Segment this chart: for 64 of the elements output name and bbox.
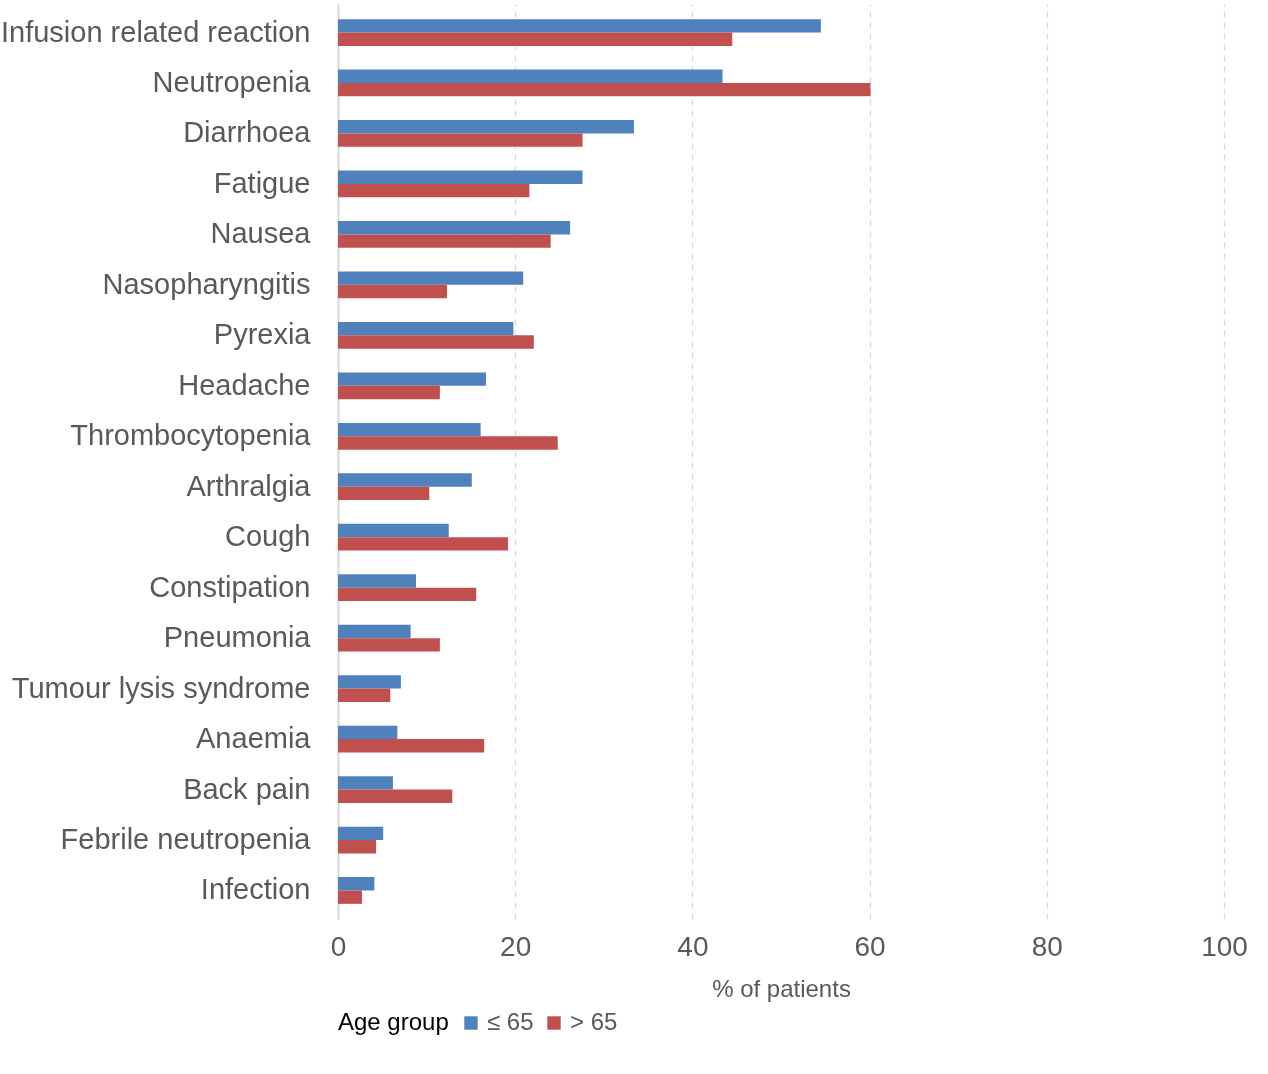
- bar: [338, 638, 440, 652]
- bar: [338, 624, 411, 639]
- bar: [338, 32, 733, 46]
- y-tick-label: Neutropenia: [152, 65, 312, 98]
- bar: [338, 877, 375, 891]
- legend-label: ≤ 65: [487, 1008, 534, 1035]
- x-tick-label: 40: [677, 930, 709, 962]
- bar: [338, 587, 477, 602]
- y-tick-label: Febrile neutropenia: [60, 823, 312, 856]
- bar: [338, 284, 447, 299]
- bar: [338, 890, 362, 904]
- y-tick-label: Nausea: [210, 217, 312, 250]
- bar: [338, 473, 472, 487]
- bar: [338, 69, 723, 83]
- x-tick-label: 100: [1201, 930, 1248, 962]
- bar: [338, 675, 401, 689]
- bar: [338, 826, 384, 841]
- bar: [338, 321, 514, 336]
- bar: [338, 82, 871, 97]
- y-tick-label: Headache: [178, 368, 311, 401]
- bar: [338, 436, 558, 450]
- bar: [338, 170, 583, 184]
- bar: [338, 486, 430, 501]
- y-tick-label: Tumour lysis syndrome: [11, 671, 311, 704]
- bar: [338, 221, 571, 235]
- y-tick-label: Anaemia: [196, 722, 312, 755]
- y-tick-label: Pyrexia: [213, 318, 312, 351]
- bar: [338, 183, 530, 198]
- bar: [338, 120, 634, 134]
- y-tick-label: Arthralgia: [186, 469, 312, 502]
- bar: [338, 271, 524, 285]
- y-tick-label: Back pain: [183, 772, 311, 805]
- x-tick-label: 0: [330, 930, 347, 962]
- y-tick-label: Nasopharyngitis: [102, 267, 311, 300]
- bar: [338, 372, 486, 386]
- bar: [338, 789, 453, 803]
- bar: [338, 523, 449, 538]
- y-tick-label: Cough: [225, 520, 311, 553]
- bar: [338, 688, 391, 702]
- bar: [338, 335, 534, 349]
- y-tick-label: Constipation: [149, 570, 311, 603]
- y-tick-label: Diarrhoea: [183, 116, 312, 149]
- bar: [338, 725, 398, 740]
- bar: [338, 422, 481, 437]
- y-tick-label: Pneumonia: [163, 621, 312, 654]
- legend-title: Age group: [338, 1008, 449, 1035]
- bar: [338, 537, 509, 551]
- y-tick-label: Infusion related reaction: [0, 15, 311, 48]
- bar: [338, 234, 551, 248]
- y-tick-label: Fatigue: [213, 166, 311, 199]
- bar: [338, 19, 821, 33]
- y-tick-label: Thrombocytopenia: [70, 419, 312, 452]
- bar: [338, 739, 485, 753]
- x-tick-label: 20: [500, 930, 532, 962]
- y-tick-label: Infection: [200, 873, 311, 906]
- x-tick-label: 60: [854, 930, 886, 962]
- bar: [338, 385, 440, 400]
- bar: [338, 133, 583, 147]
- x-axis-title: % of patients: [712, 974, 851, 1002]
- bar: [338, 776, 393, 790]
- bar: [338, 840, 377, 854]
- x-tick-label: 80: [1031, 930, 1063, 962]
- legend-label: > 65: [570, 1008, 618, 1035]
- bar: [338, 574, 416, 588]
